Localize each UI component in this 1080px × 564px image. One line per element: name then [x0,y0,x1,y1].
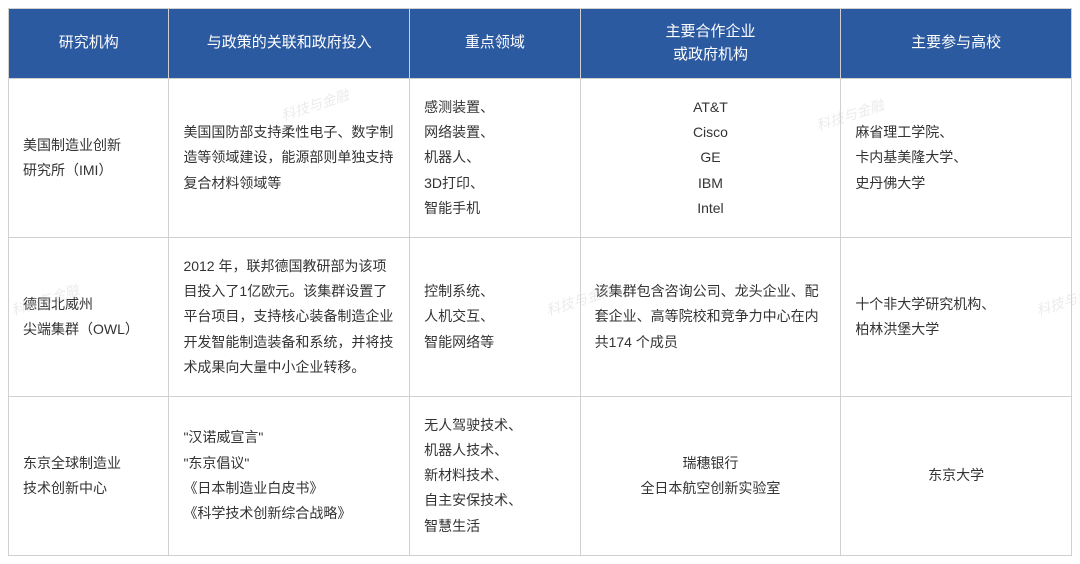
cell-policy: 美国国防部支持柔性电子、数字制造等领域建设，能源部则单独支持复合材料领域等 [169,79,410,238]
cell-institution: 东京全球制造业技术创新中心 [9,396,169,555]
header-institution: 研究机构 [9,9,169,79]
cell-focus: 感测装置、网络装置、机器人、3D打印、智能手机 [410,79,580,238]
cell-focus: 无人驾驶技术、机器人技术、新材料技术、自主安保技术、智慧生活 [410,396,580,555]
cell-universities: 东京大学 [841,396,1072,555]
table-row: 德国北威州尖端集群（OWL） 2012 年，联邦德国教研部为该项目投入了1亿欧元… [9,237,1072,396]
header-focus: 重点领域 [410,9,580,79]
table-row: 美国制造业创新研究所（IMI） 美国国防部支持柔性电子、数字制造等领域建设，能源… [9,79,1072,238]
cell-focus: 控制系统、人机交互、智能网络等 [410,237,580,396]
cell-partners: 瑞穗银行全日本航空创新实验室 [580,396,841,555]
cell-universities: 十个非大学研究机构、柏林洪堡大学 [841,237,1072,396]
cell-institution: 美国制造业创新研究所（IMI） [9,79,169,238]
table-body: 美国制造业创新研究所（IMI） 美国国防部支持柔性电子、数字制造等领域建设，能源… [9,79,1072,556]
cell-partners: 该集群包含咨询公司、龙头企业、配套企业、高等院校和竞争力中心在内共174 个成员 [580,237,841,396]
header-policy: 与政策的关联和政府投入 [169,9,410,79]
cell-universities: 麻省理工学院、卡内基美隆大学、史丹佛大学 [841,79,1072,238]
research-institutions-table: 研究机构 与政策的关联和政府投入 重点领域 主要合作企业或政府机构 主要参与高校… [8,8,1072,556]
cell-partners: AT&TCiscoGEIBMIntel [580,79,841,238]
table-row: 东京全球制造业技术创新中心 "汉诺威宣言""东京倡议"《日本制造业白皮书》《科学… [9,396,1072,555]
cell-institution: 德国北威州尖端集群（OWL） [9,237,169,396]
cell-policy: 2012 年，联邦德国教研部为该项目投入了1亿欧元。该集群设置了平台项目，支持核… [169,237,410,396]
header-universities: 主要参与高校 [841,9,1072,79]
header-partners: 主要合作企业或政府机构 [580,9,841,79]
cell-policy: "汉诺威宣言""东京倡议"《日本制造业白皮书》《科学技术创新综合战略》 [169,396,410,555]
table-header-row: 研究机构 与政策的关联和政府投入 重点领域 主要合作企业或政府机构 主要参与高校 [9,9,1072,79]
